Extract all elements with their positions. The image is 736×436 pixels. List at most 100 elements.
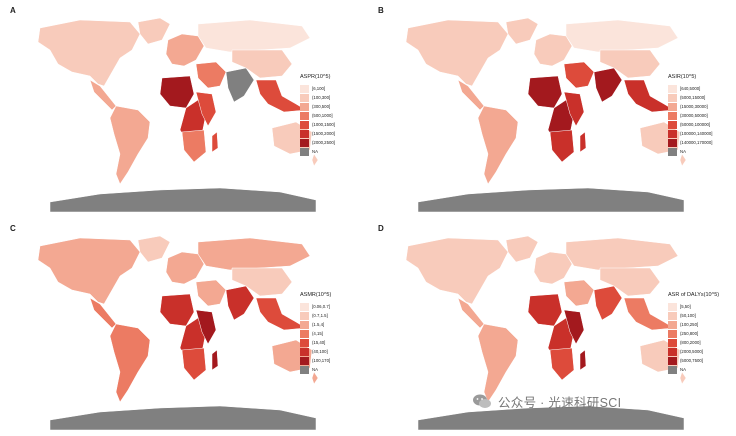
legend-swatch: [668, 312, 677, 320]
legend-label: (1000,1500]: [312, 122, 335, 127]
region-antarctica: [50, 406, 316, 430]
legend-swatch: [300, 130, 309, 138]
region-southern-africa: [182, 130, 206, 162]
legend-label: NA: [312, 367, 318, 372]
region-southeast-asia: [256, 80, 306, 112]
legend-label: (15000,30000]: [680, 104, 708, 109]
legend-swatch: [668, 339, 677, 347]
legend-label: [640,5000]: [680, 86, 700, 91]
region-madagascar: [580, 350, 586, 370]
region-antarctica: [50, 188, 316, 212]
region-india: [226, 286, 254, 320]
legend-label: (1.5,4]: [312, 322, 324, 327]
region-russia: [566, 20, 678, 52]
legend-label: (800,2000]: [680, 340, 701, 345]
legend-item: (2000,2500]: [300, 138, 366, 147]
legend-label: (0.7,1.5]: [312, 313, 328, 318]
legend-label: (140000,170000]: [680, 140, 713, 145]
region-middle-east: [196, 280, 226, 306]
legend-label: [6,100]: [312, 86, 325, 91]
legend: ASR of DALYs(10^5) [5,50] (50,100] (100,25…: [668, 292, 734, 374]
legend-item: [640,5000]: [668, 84, 734, 93]
legend-item: NA: [300, 365, 366, 374]
legend-swatch: [668, 321, 677, 329]
watermark: 公众号 · 光速科研SCI: [472, 392, 621, 411]
legend-swatch: [668, 348, 677, 356]
panel-letter: D: [378, 224, 384, 233]
legend-swatch: [668, 130, 677, 138]
region-southeast-asia: [624, 298, 674, 330]
legend-item: (140000,170000]: [668, 138, 734, 147]
map-panel-c: C: [0, 218, 368, 436]
region-west-africa: [160, 76, 194, 108]
legend-swatch: [300, 330, 309, 338]
legend-item: [6,100]: [300, 84, 366, 93]
region-south-america: [110, 324, 150, 402]
region-greenland: [506, 236, 538, 262]
legend: ASIR(10^5) [640,5000] (5000,15000] (15000,…: [668, 74, 734, 156]
legend-item: (100,300]: [300, 93, 366, 102]
legend-swatch: [300, 303, 309, 311]
region-north-america: [38, 20, 140, 86]
region-madagascar: [212, 350, 218, 370]
map-panel-a: A: [0, 0, 368, 218]
legend-swatch: [300, 312, 309, 320]
world-map: [388, 14, 688, 214]
region-southeast-asia: [624, 80, 674, 112]
world-map: [20, 232, 320, 432]
region-india: [226, 68, 254, 102]
legend-label: (5000,15000]: [680, 95, 705, 100]
legend-swatch: [668, 85, 677, 93]
legend-swatch: [668, 330, 677, 338]
watermark-text: 公众号 · 光速科研SCI: [498, 392, 621, 411]
legend-label: (15,40]: [312, 340, 325, 345]
legend-swatch: [300, 148, 309, 156]
region-europe: [166, 34, 204, 66]
legend-item: (15,40]: [300, 338, 366, 347]
legend-swatch: [668, 303, 677, 311]
legend-item: [0.06,0.7]: [300, 302, 366, 311]
legend-swatch: [300, 321, 309, 329]
legend-rows: [6,100] (100,300] (300,500] (500,1000] (1000…: [300, 84, 366, 156]
legend-item: (1000,1500]: [300, 120, 366, 129]
legend-label: NA: [312, 149, 318, 154]
region-west-africa: [528, 76, 562, 108]
region-russia: [198, 238, 310, 270]
legend-label: (2000,5000]: [680, 349, 703, 354]
legend-item: (0.7,1.5]: [300, 311, 366, 320]
legend-item: [5,50]: [668, 302, 734, 311]
legend-swatch: [668, 148, 677, 156]
legend-swatch: [668, 139, 677, 147]
world-map: [20, 14, 320, 214]
legend-swatch: [300, 85, 309, 93]
region-middle-east: [564, 280, 594, 306]
legend-label: [5,50]: [680, 304, 691, 309]
legend-swatch: [668, 121, 677, 129]
region-southeast-asia: [256, 298, 306, 330]
map-panel-b: B: [368, 0, 736, 218]
region-south-america: [478, 324, 518, 402]
legend-swatch: [300, 348, 309, 356]
region-north-america: [406, 20, 508, 86]
legend-item: (15000,30000]: [668, 102, 734, 111]
legend-swatch: [300, 357, 309, 365]
region-middle-east: [196, 62, 226, 88]
legend-title: ASR of DALYs(10^5): [668, 292, 734, 298]
panel-letter: A: [10, 6, 16, 15]
region-india: [594, 68, 622, 102]
legend-swatch: [300, 339, 309, 347]
legend-label: (300,500]: [312, 104, 330, 109]
legend-swatch: [300, 103, 309, 111]
legend-item: (250,800]: [668, 329, 734, 338]
legend-rows: [5,50] (50,100] (100,250] (250,800] (800,200…: [668, 302, 734, 374]
legend-rows: [640,5000] (5000,15000] (15000,30000] (3000…: [668, 84, 734, 156]
legend: ASMR(10^5) [0.06,0.7] (0.7,1.5] (1.5,4] (4,…: [300, 292, 366, 374]
region-india: [594, 286, 622, 320]
legend-item: (50,100]: [668, 311, 734, 320]
legend-label: [0.06,0.7]: [312, 304, 330, 309]
region-madagascar: [212, 132, 218, 152]
region-north-america: [406, 238, 508, 304]
legend-item: (40,100]: [300, 347, 366, 356]
legend-label: NA: [680, 367, 686, 372]
region-europe: [534, 34, 572, 66]
